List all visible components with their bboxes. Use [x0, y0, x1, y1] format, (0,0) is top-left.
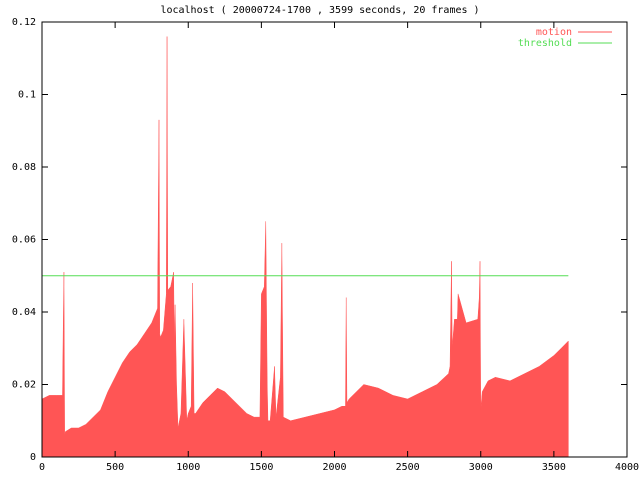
y-tick-label: 0.12: [12, 17, 36, 28]
x-tick-label: 2000: [322, 462, 346, 473]
x-tick-label: 2500: [396, 462, 420, 473]
legend-label: motion: [536, 27, 572, 38]
x-tick-label: 3500: [542, 462, 566, 473]
x-tick-label: 1000: [176, 462, 200, 473]
y-tick-label: 0.08: [12, 162, 36, 173]
legend-label: threshold: [518, 38, 572, 49]
x-tick-label: 500: [106, 462, 124, 473]
y-tick-label: 0: [30, 452, 36, 463]
y-tick-label: 0.02: [12, 380, 36, 391]
y-tick-label: 0.1: [18, 90, 36, 101]
y-tick-label: 0.04: [12, 307, 36, 318]
chart-title: localhost ( 20000724-1700 , 3599 seconds…: [160, 5, 479, 16]
x-tick-label: 0: [39, 462, 45, 473]
y-tick-label: 0.06: [12, 235, 36, 246]
x-tick-label: 3000: [469, 462, 493, 473]
motion-area: [41, 36, 569, 458]
x-tick-label: 4000: [615, 462, 639, 473]
x-tick-label: 1500: [249, 462, 273, 473]
